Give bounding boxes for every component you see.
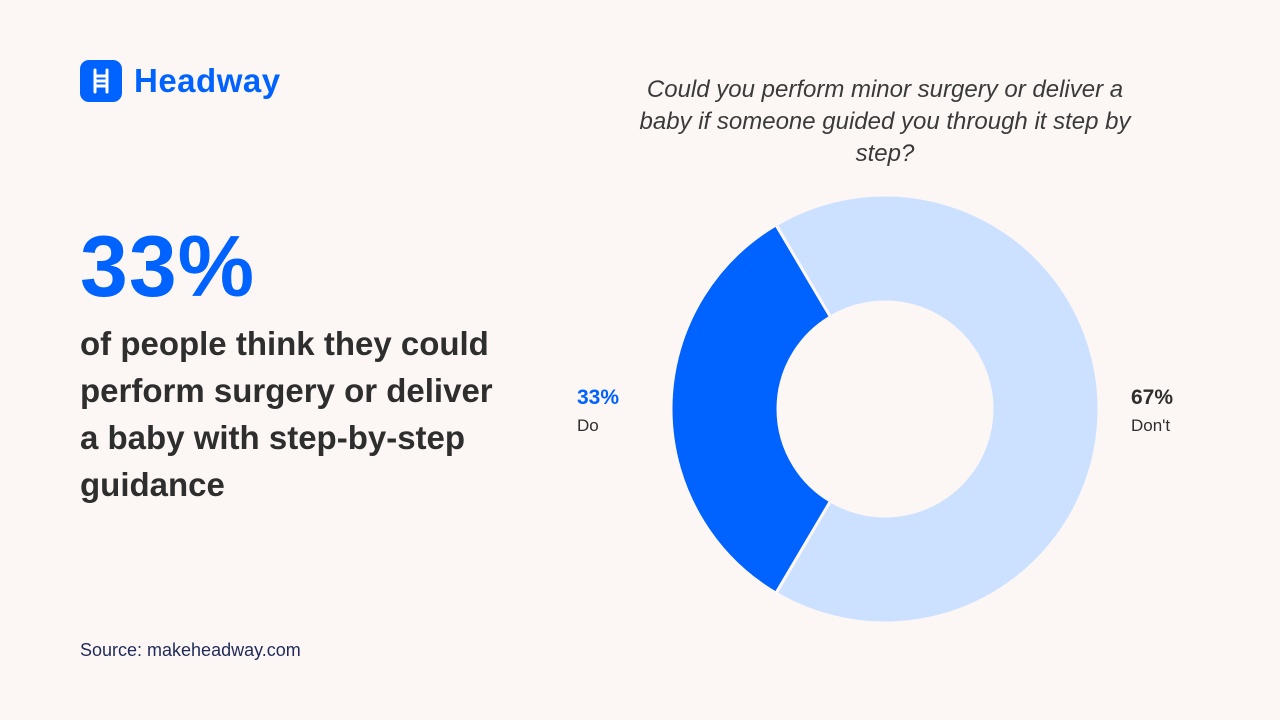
headline-text: of people think they could perform surge… [80, 325, 493, 503]
donut-slice-dont [774, 193, 1101, 625]
slice-dont-value: 67% [1131, 386, 1174, 409]
ladder-icon [80, 60, 122, 102]
slice-do-label: Do [577, 416, 599, 435]
slice-dont-label: Don't [1131, 416, 1171, 435]
donut-slice-do [669, 223, 833, 595]
source-text: Source: makeheadway.com [80, 640, 301, 660]
headline-value: 33% [80, 219, 256, 315]
brand-name: Headway [134, 62, 281, 99]
slice-do-value: 33% [577, 386, 620, 409]
headway-logo: Headway [80, 60, 281, 102]
chart-title: Could you perform minor surgery or deliv… [639, 76, 1131, 167]
